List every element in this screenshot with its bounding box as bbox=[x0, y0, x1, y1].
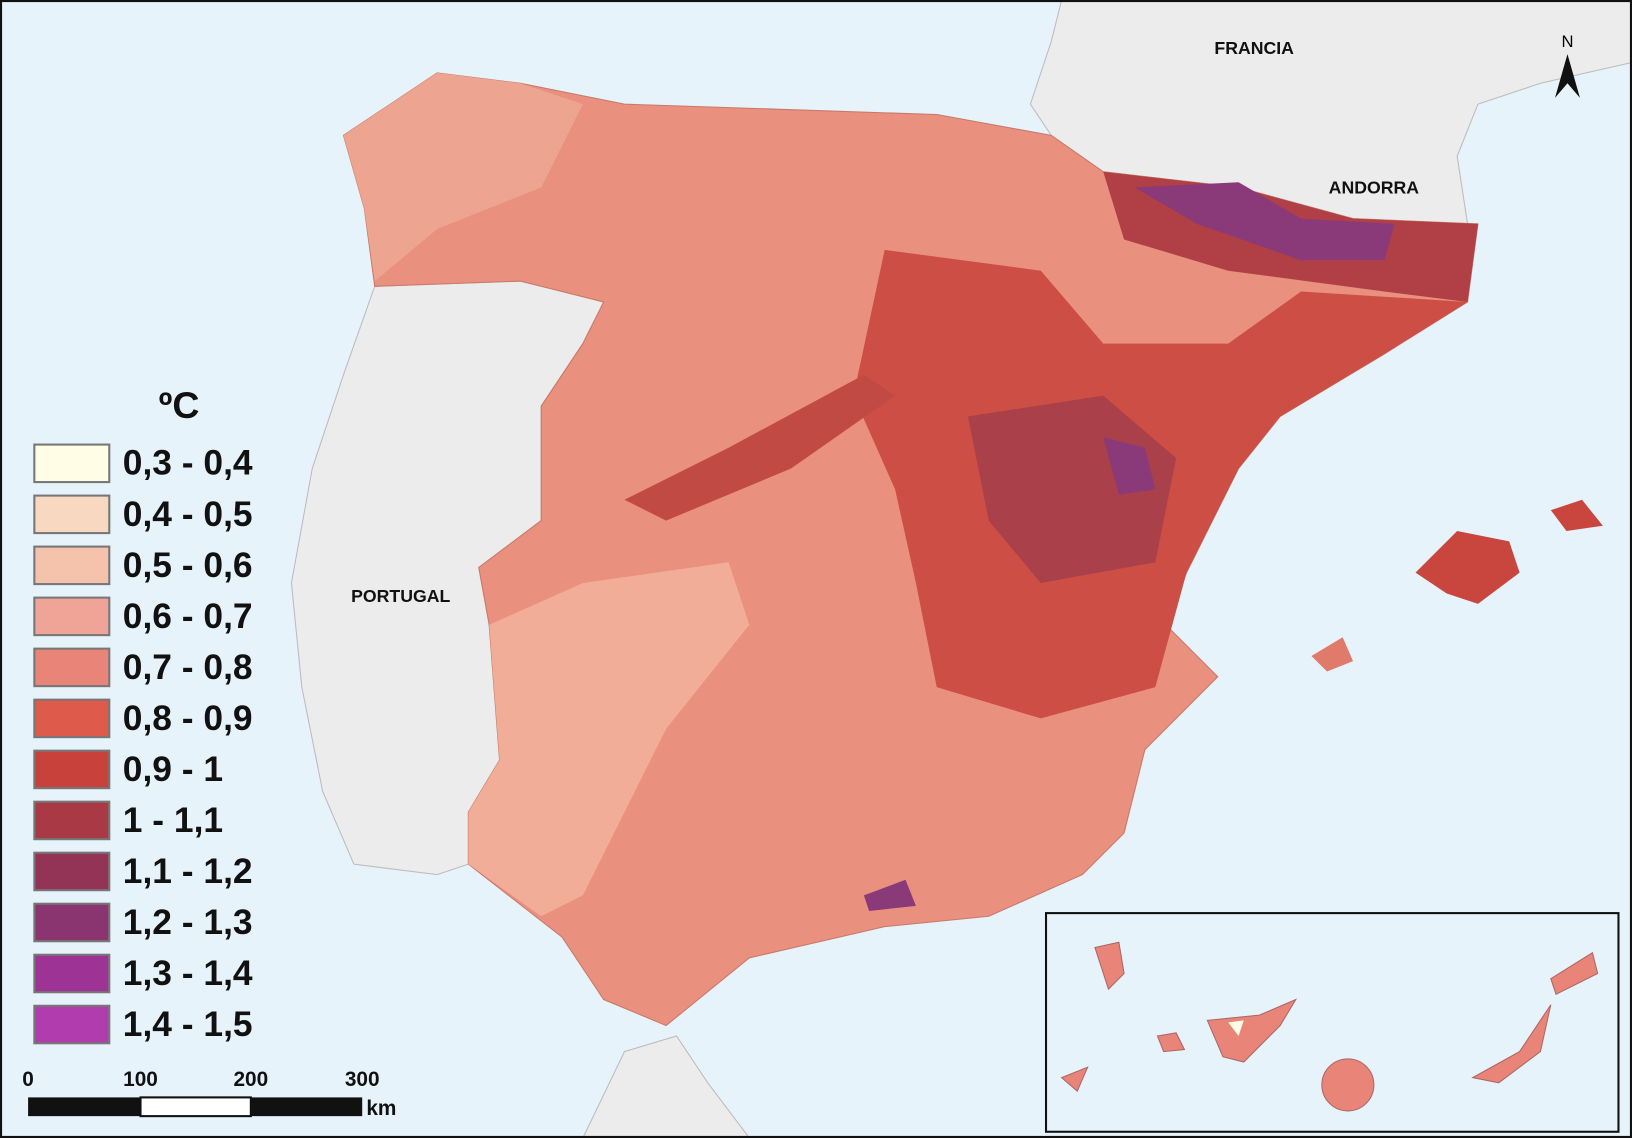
island bbox=[1415, 530, 1520, 604]
north-arrow bbox=[1554, 54, 1580, 98]
island bbox=[1206, 998, 1298, 1063]
island bbox=[1156, 1032, 1186, 1053]
island bbox=[1311, 637, 1354, 672]
legend-label: 0,4 - 0,5 bbox=[123, 495, 253, 534]
legend-swatch bbox=[33, 1004, 111, 1045]
scale-segment bbox=[139, 1096, 252, 1118]
legend-label: 0,7 - 0,8 bbox=[123, 648, 253, 687]
island bbox=[1550, 951, 1599, 996]
legend-title: ºC bbox=[159, 384, 200, 426]
legend-label: 0,5 - 0,6 bbox=[123, 546, 253, 585]
pyrenees-zone bbox=[1134, 182, 1395, 261]
island bbox=[1094, 941, 1125, 991]
hottest-spot bbox=[863, 879, 916, 912]
legend-swatch bbox=[33, 902, 111, 943]
light-zone bbox=[343, 72, 583, 282]
legend-label: 1,4 - 1,5 bbox=[123, 1005, 253, 1044]
legend-swatch bbox=[33, 647, 111, 688]
legend-label: 0,6 - 0,7 bbox=[123, 597, 253, 636]
legend-swatch bbox=[33, 749, 111, 790]
country-label: FRANCIA bbox=[1214, 38, 1294, 58]
country-label: ANDORRA bbox=[1329, 178, 1420, 198]
scale-tick-label: 100 bbox=[123, 1068, 158, 1091]
scale-segment bbox=[28, 1097, 141, 1117]
island bbox=[1060, 1066, 1089, 1093]
scale-bar: 0 100 200 300 km bbox=[22, 1068, 396, 1120]
legend-swatch bbox=[33, 698, 111, 739]
scale-tick-label: 300 bbox=[345, 1068, 380, 1091]
light-zone bbox=[468, 562, 750, 917]
africa-land bbox=[582, 1035, 751, 1138]
island bbox=[1471, 1004, 1552, 1084]
legend-label: 0,8 - 0,9 bbox=[123, 699, 253, 738]
legend-label: 0,9 - 1 bbox=[123, 750, 223, 789]
legend-label: 1,1 - 1,2 bbox=[123, 852, 253, 891]
legend-swatch bbox=[33, 800, 111, 841]
legend-swatch bbox=[33, 545, 111, 586]
legend-swatch bbox=[33, 596, 111, 637]
legend: 0,3 - 0,4 0,4 - 0,5 0,5 - 0,6 0,6 - 0,7 0,7 … bbox=[33, 443, 253, 1045]
scale-tick-label: 0 bbox=[22, 1068, 34, 1091]
scale-unit: km bbox=[366, 1097, 396, 1120]
island-peak bbox=[1228, 1020, 1244, 1036]
legend-swatch bbox=[33, 953, 111, 994]
hottest-spot bbox=[1103, 437, 1156, 495]
legend-label: 1,3 - 1,4 bbox=[123, 954, 253, 993]
island bbox=[1321, 1058, 1375, 1112]
north-label: N bbox=[1561, 32, 1573, 51]
scale-tick-label: 200 bbox=[233, 1068, 268, 1091]
warm-zone bbox=[624, 374, 896, 521]
legend-label: 1,2 - 1,3 bbox=[123, 903, 253, 942]
legend-label: 0,3 - 0,4 bbox=[123, 444, 253, 483]
legend-label: 1 - 1,1 bbox=[123, 801, 223, 840]
country-label: PORTUGAL bbox=[351, 586, 450, 606]
legend-swatch bbox=[33, 494, 111, 535]
scale-segment bbox=[250, 1097, 363, 1117]
island bbox=[1550, 499, 1603, 531]
legend-swatch bbox=[33, 851, 111, 892]
legend-swatch bbox=[33, 443, 111, 484]
